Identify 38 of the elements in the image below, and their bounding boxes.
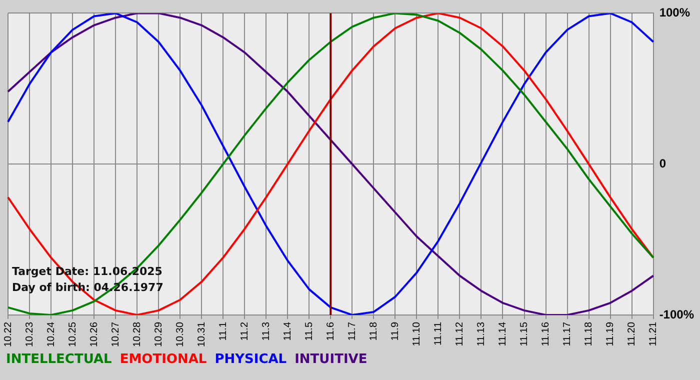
x-tick-label: 11.11 bbox=[432, 322, 444, 346]
x-tick-label: 10.31 bbox=[196, 322, 208, 348]
x-tick-label: 11.10 bbox=[411, 322, 422, 346]
x-tick-label: 11.2 bbox=[239, 322, 250, 341]
x-tick-label: 11.3 bbox=[260, 322, 272, 341]
x-tick-label: 11.5 bbox=[304, 322, 315, 341]
x-tick-label: 10.27 bbox=[110, 322, 122, 348]
x-tick-label: 11.20 bbox=[626, 322, 638, 346]
x-tick-label: 11.7 bbox=[346, 322, 358, 341]
x-tick-label: 11.15 bbox=[519, 322, 530, 346]
y-tick-label: -100% bbox=[659, 307, 694, 322]
x-tick-label: 11.9 bbox=[390, 322, 401, 341]
text: EMOTIONAL bbox=[120, 352, 207, 367]
x-tick-label: 11.19 bbox=[605, 322, 616, 346]
x-tick-label: 11.8 bbox=[368, 322, 380, 341]
x-tick-label: 11.4 bbox=[282, 322, 294, 341]
y-tick-label: 100% bbox=[659, 6, 690, 20]
x-tick-label: 11.17 bbox=[562, 322, 574, 346]
x-tick-label: 11.14 bbox=[497, 322, 508, 346]
x-tick-label: 11.18 bbox=[584, 322, 595, 346]
x-tick-label: 11.21 bbox=[648, 322, 660, 346]
x-tick-label: 10.25 bbox=[67, 322, 78, 348]
x-tick-label: 10.30 bbox=[174, 322, 186, 348]
x-tick-label: 11.1 bbox=[218, 322, 229, 341]
x-tick-label: 10.24 bbox=[46, 322, 57, 348]
x-tick-label: 10.23 bbox=[24, 322, 36, 348]
x-tick-label: 11.13 bbox=[476, 322, 487, 346]
x-tick-label: 11.16 bbox=[540, 322, 552, 346]
x-tick-label: 10.22 bbox=[2, 322, 14, 348]
text: INTELLECTUAL bbox=[6, 352, 112, 367]
x-tick-label: 10.28 bbox=[132, 322, 143, 348]
x-tick-label: 11.12 bbox=[454, 322, 466, 346]
text: PHYSICAL bbox=[214, 352, 287, 367]
text: INTUITIVE bbox=[294, 352, 368, 367]
x-tick-label: 11.6 bbox=[325, 322, 336, 341]
x-tick-label: 10.29 bbox=[153, 322, 164, 348]
y-tick-label: 0 bbox=[659, 156, 666, 170]
x-tick-label: 10.26 bbox=[88, 322, 100, 348]
